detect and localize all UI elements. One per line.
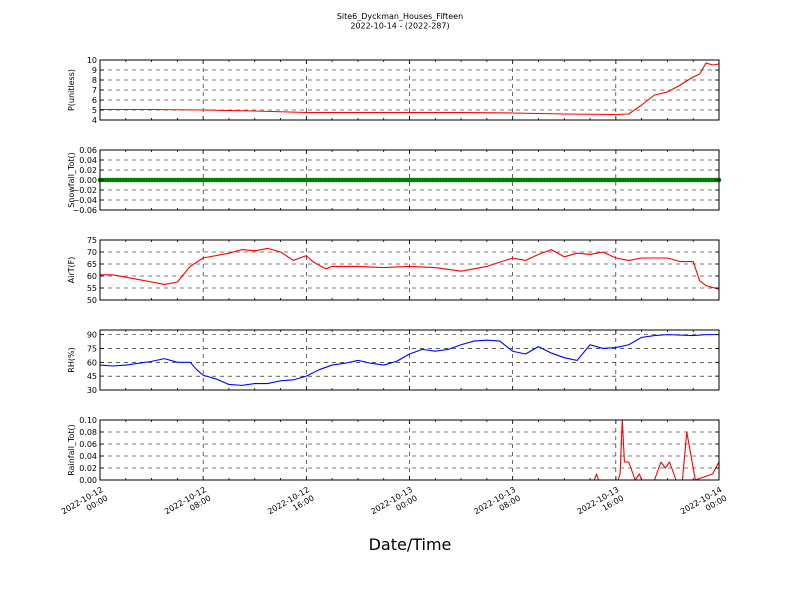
x-tick-label: 2022-10-1308:00 — [472, 485, 522, 524]
y-tick-label: 7 — [92, 86, 97, 95]
y-tick-label: 65 — [87, 260, 97, 269]
x-tick-labels: 2022-10-1200:00 2022-10-1208:00 2022-10-12… — [60, 485, 729, 524]
chart-panel-3: 50 55 60 65 70 75 AirT(F) — [67, 236, 720, 305]
x-tick-label: 2022-10-1216:00 — [266, 485, 316, 524]
y-tick-label: 90 — [87, 331, 97, 340]
figure-title-line1: Site6_Dyckman_Houses_Fifteen — [337, 12, 463, 21]
x-tick-label: 2022-10-1316:00 — [576, 485, 626, 524]
y-tick-label: 0.02 — [79, 464, 97, 473]
y-tick-label: 45 — [87, 372, 97, 381]
x-tick-label: 2022-10-1200:00 — [60, 485, 110, 524]
y-tick-label: 8 — [92, 76, 97, 85]
y-axis-label: P(unitless) — [67, 69, 76, 111]
y-tick-label: 55 — [87, 284, 97, 293]
series-line-1 — [100, 247, 720, 290]
x-tick-label: 2022-10-1400:00 — [679, 485, 729, 524]
y-axis-label: AirT(F) — [67, 257, 76, 284]
x-tick-label: 2022-10-1208:00 — [163, 485, 213, 524]
y-tick-label: 4 — [92, 116, 97, 125]
y-tick-label: 60 — [87, 272, 97, 281]
y-tick-label: 75 — [87, 236, 97, 245]
panels: 45678910P(unitless)−0.06−0.04−0.020.000.… — [67, 56, 722, 485]
chart-panel-2: −0.06−0.04−0.020.000.020.040.06Snowfall_… — [67, 146, 722, 215]
y-tick-label: 75 — [87, 344, 97, 353]
series-line-1 — [99, 334, 719, 386]
y-tick-label: 10 — [87, 56, 97, 65]
y-tick-label: 0.00 — [79, 476, 97, 485]
y-tick-label: 0.02 — [79, 166, 97, 175]
x-axis-label: Date/Time — [369, 535, 452, 554]
y-tick-label: −0.02 — [72, 186, 97, 195]
y-tick-label: 0.00 — [79, 176, 97, 185]
y-tick-label: −0.04 — [72, 196, 97, 205]
y-tick-label: 50 — [87, 296, 97, 305]
chart-panel-4: 30 45 60 75 90 RH(%) — [67, 329, 720, 395]
y-tick-label: 30 — [87, 386, 97, 395]
figure-title-line2: 2022-10-14 - (2022-287) — [350, 22, 449, 31]
y-axis-label: Rainfall_Tot() — [67, 424, 76, 476]
y-tick-label: 6 — [92, 96, 97, 105]
y-tick-label: 0.08 — [79, 428, 97, 437]
y-tick-label: 9 — [92, 66, 97, 75]
y-axis-label: Snowfall_Tot() — [67, 152, 76, 208]
series-line-1 — [100, 62, 720, 116]
y-tick-label: 0.06 — [79, 146, 97, 155]
y-tick-label: 70 — [87, 248, 97, 257]
y-axis-label: RH(%) — [67, 347, 76, 372]
y-tick-label: 60 — [87, 358, 97, 367]
y-tick-label: 0.04 — [79, 156, 97, 165]
y-tick-label: 0.06 — [79, 440, 97, 449]
y-tick-label: 0.10 — [79, 416, 97, 425]
y-tick-label: 0.04 — [79, 452, 97, 461]
y-tick-label: 5 — [92, 106, 97, 115]
y-tick-label: −0.06 — [72, 206, 97, 215]
x-tick-label: 2022-10-1300:00 — [369, 485, 419, 524]
